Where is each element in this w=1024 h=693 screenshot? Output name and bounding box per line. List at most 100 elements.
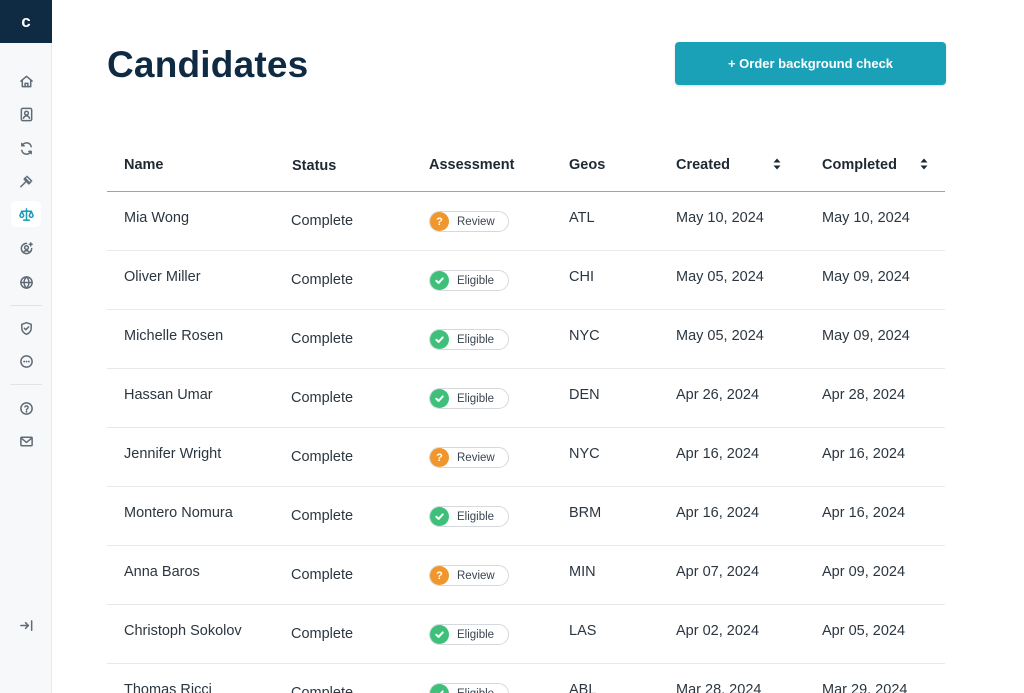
assessment-label: Eligible bbox=[457, 510, 495, 523]
table-row[interactable]: Christoph Sokolov Complete Eligible LAS Apr … bbox=[107, 605, 945, 664]
assessment-badge: Eligible bbox=[429, 683, 509, 693]
assessment-label: Eligible bbox=[457, 274, 495, 287]
candidate-name[interactable]: Montero Nomura bbox=[124, 505, 233, 521]
completed-date: Mar 29, 2024 bbox=[822, 682, 908, 693]
candidate-status: Complete bbox=[291, 449, 354, 465]
sort-created-icon[interactable] bbox=[772, 157, 782, 176]
candidate-status: Complete bbox=[291, 626, 354, 642]
candidate-name[interactable]: Mia Wong bbox=[124, 210, 190, 226]
more-circle-icon[interactable] bbox=[11, 348, 41, 374]
completed-date: Apr 16, 2024 bbox=[822, 446, 906, 462]
candidate-name[interactable]: Anna Baros bbox=[124, 564, 200, 580]
candidate-geo: CHI bbox=[569, 269, 594, 285]
candidate-geo: MIN bbox=[569, 564, 596, 580]
candidate-status: Complete bbox=[291, 331, 354, 347]
assessment-label: Review bbox=[457, 451, 495, 464]
refresh-icon[interactable] bbox=[11, 135, 41, 161]
table-row[interactable]: Anna Baros Complete? Review MIN Apr 07, 2024… bbox=[107, 546, 945, 605]
completed-date: Apr 16, 2024 bbox=[822, 505, 906, 521]
assessment-label: Eligible bbox=[457, 392, 495, 405]
created-date: May 05, 2024 bbox=[676, 328, 764, 344]
question-icon: ? bbox=[430, 212, 449, 231]
created-date: Apr 16, 2024 bbox=[676, 505, 760, 521]
completed-date: May 10, 2024 bbox=[822, 210, 910, 226]
mail-icon[interactable] bbox=[11, 428, 41, 454]
shield-check-icon[interactable] bbox=[11, 315, 41, 341]
check-icon bbox=[430, 271, 449, 290]
assessment-badge: Eligible bbox=[429, 329, 509, 350]
assessment-badge: Eligible bbox=[429, 270, 509, 291]
table-row[interactable]: Michelle Rosen Complete Eligible NYC May 05,… bbox=[107, 310, 945, 369]
globe-icon[interactable] bbox=[11, 269, 41, 295]
column-header-completed[interactable]: Completed bbox=[822, 157, 897, 173]
candidate-status: Complete bbox=[291, 685, 354, 693]
order-background-check-button[interactable]: + Order background check bbox=[675, 42, 946, 85]
contact-card-icon[interactable] bbox=[11, 101, 41, 127]
table-row[interactable]: Montero Nomura Complete Eligible BRM Apr 16,… bbox=[107, 487, 945, 546]
completed-date: May 09, 2024 bbox=[822, 269, 910, 285]
assessment-badge: Eligible bbox=[429, 388, 509, 409]
table-row[interactable]: Jennifer Wright Complete ? Review NYC Apr 16,… bbox=[107, 428, 945, 487]
logo-letter: c bbox=[21, 11, 31, 31]
candidate-status: Complete bbox=[291, 272, 354, 288]
candidate-name[interactable]: Michelle Rosen bbox=[124, 328, 224, 344]
candidate-geo: DEN bbox=[569, 387, 600, 403]
assessment-label: Review bbox=[457, 215, 495, 228]
candidate-name[interactable]: Christoph Sokolov bbox=[124, 623, 242, 639]
app-logo[interactable]: c bbox=[0, 0, 52, 43]
candidate-status: Complete bbox=[291, 213, 354, 229]
candidate-geo: ABL bbox=[569, 682, 597, 693]
created-date: May 10, 2024 bbox=[676, 210, 764, 226]
assessment-badge: Eligible bbox=[429, 506, 509, 527]
collapse-sidebar-icon[interactable] bbox=[11, 612, 41, 638]
completed-date: Apr 09, 2024 bbox=[822, 564, 906, 580]
column-header-geos[interactable]: Geos bbox=[569, 157, 606, 173]
home-icon[interactable] bbox=[11, 68, 41, 94]
table-row[interactable]: Hassan Umar Complete Eligible DEN Apr 26, 20… bbox=[107, 369, 945, 428]
created-date: Mar 28, 2024 bbox=[676, 682, 762, 693]
candidate-name[interactable]: Thomas Ricci bbox=[124, 682, 212, 693]
assessment-badge: ? Review bbox=[429, 447, 509, 468]
table-row[interactable]: Mia Wong Complete? Review ATL May 10, 2024 Ma… bbox=[107, 192, 945, 251]
candidate-geo: NYC bbox=[569, 328, 600, 344]
page-title: Candidates bbox=[107, 44, 309, 85]
column-header-created[interactable]: Created bbox=[676, 157, 730, 173]
candidate-status: Complete bbox=[291, 508, 354, 524]
sort-completed-icon[interactable] bbox=[919, 157, 929, 176]
column-header-name[interactable]: Name bbox=[124, 157, 164, 173]
question-icon: ? bbox=[430, 566, 449, 585]
table-row[interactable]: Thomas Ricci Complete Eligible ABL Mar 28, 2… bbox=[107, 664, 945, 693]
candidate-geo: NYC bbox=[569, 446, 600, 462]
check-icon bbox=[430, 684, 449, 693]
candidate-name[interactable]: Jennifer Wright bbox=[124, 446, 222, 462]
completed-date: Apr 05, 2024 bbox=[822, 623, 906, 639]
assessment-label: Eligible bbox=[457, 688, 494, 693]
sidebar-divider bbox=[10, 305, 42, 306]
candidates-table: Name Status Assessment Geos Created Comp… bbox=[107, 138, 945, 693]
assessment-label: Eligible bbox=[457, 333, 495, 346]
table-body: Mia Wong Complete? Review ATL May 10, 2024 Ma… bbox=[107, 192, 945, 693]
candidate-name[interactable]: Oliver Miller bbox=[124, 269, 201, 285]
scales-icon[interactable] bbox=[11, 201, 41, 227]
assessment-label: Eligible bbox=[457, 628, 495, 641]
user-settings-icon[interactable] bbox=[11, 235, 41, 261]
check-icon bbox=[430, 330, 449, 349]
column-header-assessment[interactable]: Assessment bbox=[429, 157, 515, 173]
assessment-badge: ? Review bbox=[429, 211, 509, 232]
completed-date: May 09, 2024 bbox=[822, 328, 910, 344]
sidebar: c bbox=[0, 0, 52, 693]
sidebar-divider bbox=[10, 384, 42, 385]
gavel-icon[interactable] bbox=[11, 168, 41, 194]
assessment-label: Review bbox=[457, 569, 495, 582]
candidate-name[interactable]: Hassan Umar bbox=[124, 387, 213, 403]
created-date: Apr 16, 2024 bbox=[676, 446, 760, 462]
table-header: Name Status Assessment Geos Created Comp… bbox=[107, 138, 945, 192]
completed-date: Apr 28, 2024 bbox=[822, 387, 906, 403]
column-header-status[interactable]: Status bbox=[292, 158, 337, 174]
candidate-status: Complete bbox=[291, 390, 354, 406]
candidate-geo: BRM bbox=[569, 505, 602, 521]
candidate-geo: ATL bbox=[569, 210, 595, 226]
table-row[interactable]: Oliver Miller Complete Eligible CHI May 05, … bbox=[107, 251, 945, 310]
help-icon[interactable] bbox=[11, 395, 41, 421]
created-date: Apr 26, 2024 bbox=[676, 387, 760, 403]
